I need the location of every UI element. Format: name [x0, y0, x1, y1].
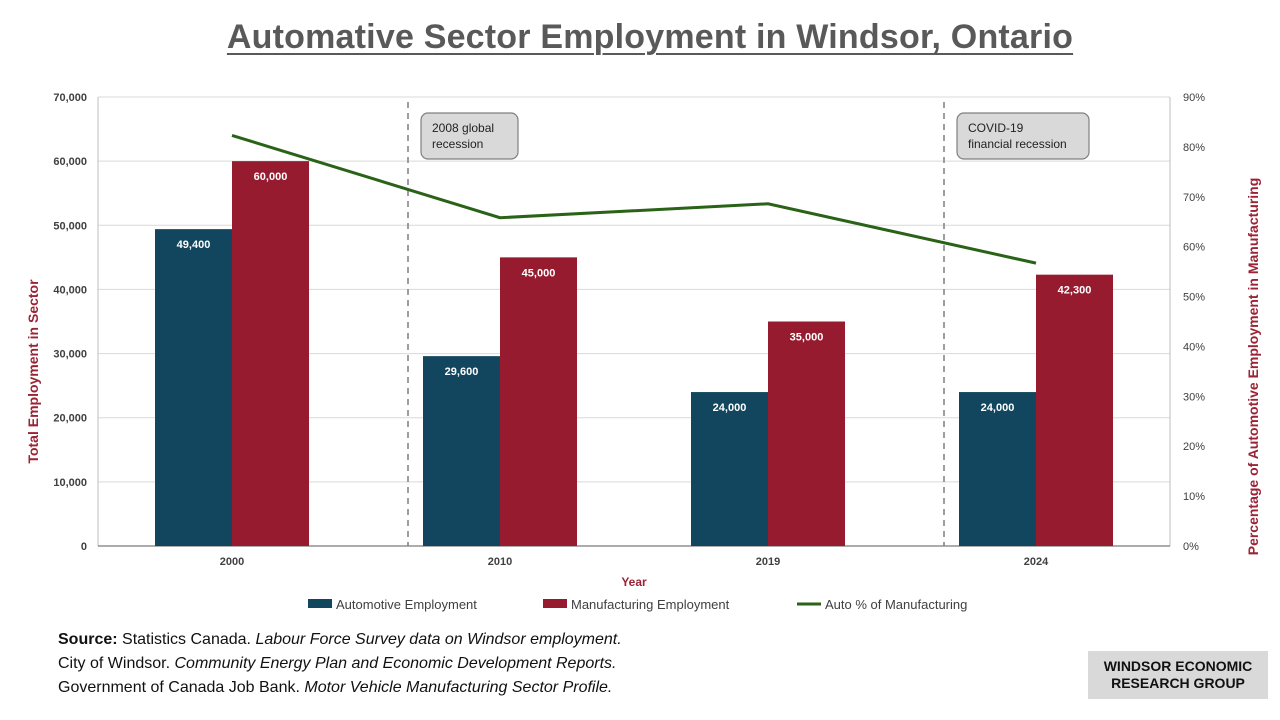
- line-auto-share: [231, 133, 1037, 265]
- annotation-text: financial recession: [968, 137, 1067, 151]
- legend-swatch: [308, 599, 332, 608]
- annotation-text: 2008 global: [432, 121, 494, 135]
- y2-tick-label: 60%: [1183, 242, 1205, 254]
- org-name-line2: RESEARCH GROUP: [1111, 675, 1245, 691]
- y2-tick-label: 50%: [1183, 292, 1205, 304]
- y-tick-label: 20,000: [53, 413, 87, 425]
- source-2-publisher: City of Windsor.: [58, 655, 175, 672]
- x-tick-label: 2010: [488, 556, 512, 568]
- bar-data-label: 24,000: [713, 402, 747, 414]
- bar-manufacturing-employment: [232, 161, 309, 546]
- bar-manufacturing-employment: [768, 321, 845, 546]
- source-3-title: Motor Vehicle Manufacturing Sector Profi…: [304, 679, 613, 696]
- y2-tick-label: 20%: [1183, 441, 1205, 453]
- chart-title: Automative Sector Employment in Windsor,…: [226, 18, 1074, 56]
- bar-data-label: 29,600: [445, 366, 479, 378]
- x-tick-label: 2000: [220, 556, 244, 568]
- legend-label: Automotive Employment: [336, 597, 477, 612]
- annotation-box: [956, 112, 1090, 160]
- source-line-3: Government of Canada Job Bank. Motor Veh…: [58, 676, 622, 700]
- bar-data-label: 45,000: [522, 267, 556, 279]
- source-1-publisher: Statistics Canada.: [122, 631, 256, 648]
- x-tick-label: 2019: [756, 556, 780, 568]
- bar-manufacturing-employment: [1036, 274, 1113, 546]
- annotation-box: [420, 112, 519, 160]
- source-block: Source: Statistics Canada. Labour Force …: [58, 628, 622, 700]
- source-line-1: Source: Statistics Canada. Labour Force …: [58, 628, 622, 652]
- source-label: Source:: [58, 631, 118, 648]
- annotation-text: recession: [432, 137, 483, 151]
- y-tick-label: 70,000: [53, 92, 87, 104]
- y2-tick-label: 10%: [1183, 491, 1205, 503]
- y-tick-label: 40,000: [53, 284, 87, 296]
- y2-tick-label: 0%: [1183, 541, 1199, 553]
- bar-data-label: 49,400: [177, 239, 211, 251]
- bar-data-label: 24,000: [981, 402, 1015, 414]
- legend-label: Manufacturing Employment: [571, 597, 730, 612]
- bar-automotive-employment: [423, 356, 500, 546]
- legend-label: Auto % of Manufacturing: [825, 597, 967, 612]
- y2-tick-label: 90%: [1183, 92, 1205, 104]
- source-1-title: Labour Force Survey data on Windsor empl…: [255, 631, 622, 648]
- bar-manufacturing-employment: [500, 257, 577, 546]
- y2-tick-label: 70%: [1183, 192, 1205, 204]
- chart: 0 10,000 20,000 30,000 40,000 50,000 60,000 70,…: [25, 92, 1261, 612]
- source-3-publisher: Government of Canada Job Bank.: [58, 679, 305, 696]
- y-tick-label: 10,000: [53, 477, 87, 489]
- org-name-line1: WINDSOR ECONOMIC: [1103, 658, 1253, 674]
- source-line-2: City of Windsor. Community Energy Plan a…: [58, 652, 622, 676]
- y-axis-title: Total Employment in Sector: [25, 279, 41, 464]
- bar-data-label: 35,000: [790, 332, 824, 344]
- y-tick-label: 60,000: [53, 156, 87, 168]
- x-tick-label: 2024: [1024, 556, 1049, 568]
- bar-automotive-employment: [691, 392, 768, 546]
- y2-tick-label: 40%: [1183, 341, 1205, 353]
- y2-tick-label: 80%: [1183, 142, 1205, 154]
- y-tick-label: 0: [81, 541, 87, 553]
- y-tick-label: 30,000: [53, 349, 87, 361]
- org-badge: WINDSOR ECONOMIC RESEARCH GROUP: [1088, 651, 1268, 699]
- x-axis-title: Year: [621, 575, 647, 589]
- source-2-title: Community Energy Plan and Economic Devel…: [174, 655, 617, 672]
- bar-automotive-employment: [155, 229, 232, 547]
- y2-tick-label: 30%: [1183, 391, 1205, 403]
- legend-swatch: [543, 599, 567, 608]
- bar-automotive-employment: [959, 392, 1036, 546]
- bar-data-label: 60,000: [254, 171, 288, 183]
- annotation-text: COVID-19: [968, 121, 1024, 135]
- y-tick-label: 50,000: [53, 220, 87, 232]
- y2-axis-title: Percentage of Automotive Employment in M…: [1245, 178, 1261, 556]
- bar-data-label: 42,300: [1058, 285, 1092, 297]
